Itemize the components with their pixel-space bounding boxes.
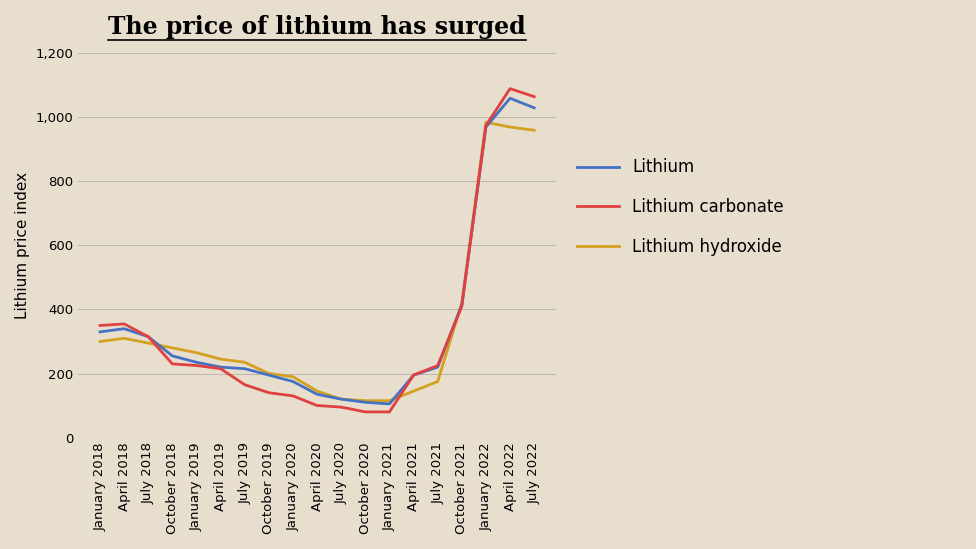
Legend: Lithium, Lithium carbonate, Lithium hydroxide: Lithium, Lithium carbonate, Lithium hydr… — [569, 150, 793, 264]
Lithium hydroxide — [431, 378, 443, 385]
Lithium — [336, 396, 347, 402]
Lithium hydroxide — [359, 397, 371, 404]
Line: Lithium hydroxide: Lithium hydroxide — [100, 122, 534, 401]
Lithium hydroxide — [336, 396, 347, 402]
Lithium hydroxide — [505, 124, 516, 130]
Lithium hydroxide — [528, 127, 540, 133]
Lithium carbonate — [336, 404, 347, 411]
Lithium carbonate — [311, 402, 323, 409]
Lithium — [239, 366, 251, 372]
Lithium carbonate — [384, 408, 395, 415]
Lithium hydroxide — [287, 373, 299, 380]
Lithium — [408, 372, 420, 378]
Line: Lithium carbonate: Lithium carbonate — [100, 88, 534, 412]
Lithium — [167, 352, 179, 359]
Lithium carbonate — [239, 382, 251, 388]
Lithium — [505, 95, 516, 102]
Lithium — [263, 372, 274, 378]
Lithium carbonate — [215, 366, 226, 372]
Lithium carbonate — [480, 122, 492, 129]
Lithium — [456, 301, 468, 308]
Lithium carbonate — [431, 362, 443, 369]
Lithium hydroxide — [456, 300, 468, 306]
Lithium hydroxide — [215, 356, 226, 362]
Lithium carbonate — [505, 85, 516, 92]
Lithium hydroxide — [94, 338, 105, 345]
Lithium — [431, 364, 443, 371]
Title: The price of lithium has surged: The price of lithium has surged — [108, 15, 526, 39]
Lithium — [215, 364, 226, 371]
Lithium carbonate — [456, 303, 468, 310]
Lithium hydroxide — [408, 388, 420, 394]
Lithium — [287, 378, 299, 385]
Lithium — [480, 124, 492, 130]
Lithium hydroxide — [118, 335, 130, 341]
Lithium hydroxide — [263, 370, 274, 377]
Lithium — [94, 329, 105, 335]
Lithium hydroxide — [384, 397, 395, 404]
Lithium carbonate — [142, 333, 154, 340]
Lithium carbonate — [190, 362, 202, 369]
Lithium carbonate — [287, 393, 299, 399]
Lithium — [359, 399, 371, 406]
Lithium hydroxide — [239, 359, 251, 366]
Lithium — [528, 104, 540, 111]
Lithium carbonate — [359, 408, 371, 415]
Lithium carbonate — [167, 361, 179, 367]
Y-axis label: Lithium price index: Lithium price index — [15, 172, 30, 319]
Lithium carbonate — [528, 93, 540, 100]
Lithium hydroxide — [142, 340, 154, 346]
Lithium carbonate — [118, 321, 130, 327]
Lithium hydroxide — [311, 388, 323, 394]
Lithium — [190, 359, 202, 366]
Lithium — [311, 391, 323, 397]
Line: Lithium: Lithium — [100, 98, 534, 404]
Lithium hydroxide — [190, 349, 202, 356]
Lithium carbonate — [408, 372, 420, 378]
Lithium carbonate — [94, 322, 105, 329]
Lithium hydroxide — [167, 345, 179, 351]
Lithium — [384, 401, 395, 407]
Lithium hydroxide — [480, 119, 492, 126]
Lithium — [142, 333, 154, 340]
Lithium carbonate — [263, 389, 274, 396]
Lithium — [118, 326, 130, 332]
